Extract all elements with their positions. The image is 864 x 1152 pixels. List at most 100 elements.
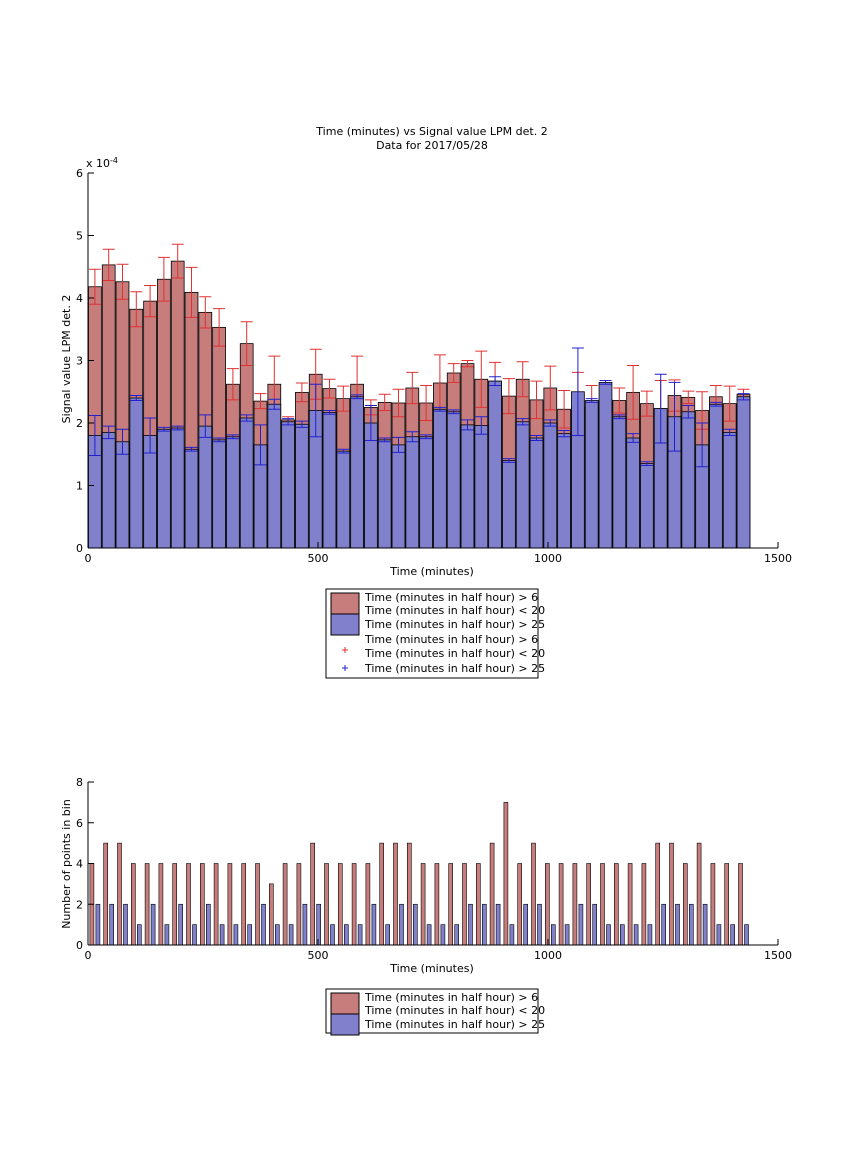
top-y-tick-label-2: 2	[76, 417, 83, 430]
bottom-axes: 0 500 1000 1500 0 2 4 6 8	[76, 776, 792, 962]
red-errorbar-34	[558, 390, 571, 429]
count-red-bar-13	[268, 883, 274, 946]
blue-errorbar-15	[295, 420, 308, 428]
bottom-y-tick-label-3: 6	[76, 817, 83, 830]
red-errorbar-46	[723, 385, 736, 422]
count-blue-bar-11	[247, 924, 252, 946]
count-blue-bar-1	[109, 903, 114, 946]
count-blue-bar-8	[206, 903, 211, 946]
top-axes: 0 500 1000 1500 0 1 2 3 4 5 6	[76, 167, 792, 565]
count-red-bar-19	[351, 863, 357, 946]
top-x-tick-label-2: 1000	[534, 552, 562, 565]
count-blue-bar-31	[523, 903, 529, 946]
blue-errorbar-9	[213, 437, 226, 443]
blue-bar-27	[460, 424, 475, 549]
red-errorbar-3	[130, 291, 143, 328]
count-red-bar-30	[503, 802, 509, 946]
blue-bar-3	[129, 397, 144, 549]
y-exponent-base: x 10	[86, 157, 110, 170]
bottom-x-tick-label-2: 1000	[534, 949, 562, 962]
top-x-tick-label-3: 1500	[764, 552, 792, 565]
count-chart: 0 500 1000 1500 0 2 4 6 8 Time (minutes) Number …	[60, 776, 792, 1036]
count-red-bar-32	[531, 842, 536, 946]
blue-bar-11	[239, 417, 254, 549]
top-x-axis-label: Time (minutes)	[389, 565, 474, 578]
blue-errorbar-35	[571, 347, 584, 436]
count-red-bar-42	[669, 842, 674, 946]
blue-bar-18	[336, 450, 351, 549]
count-red-bar-4	[144, 863, 150, 946]
red-errorbar-9	[213, 308, 226, 347]
bottom-legend-item-3: Time (minutes in half hour) > 25	[364, 1018, 545, 1031]
blue-bar-6	[170, 427, 185, 549]
blue-bar-32	[529, 437, 544, 549]
count-blue-bar-37	[606, 924, 611, 946]
count-red-bar-37	[600, 863, 605, 946]
count-red-bar-15	[296, 863, 302, 946]
count-red-bar-14	[282, 863, 288, 946]
blue-bar-47	[736, 396, 751, 549]
top-legend-item-4: Time (minutes in half hour) > 6	[364, 633, 538, 646]
red-errorbar-1	[102, 248, 115, 281]
blue-errorbar-41	[654, 373, 667, 444]
count-blue-bar-10	[233, 924, 239, 946]
top-y-tick-label-5: 5	[76, 230, 83, 243]
count-red-bar-39	[627, 863, 633, 946]
red-errorbar-30	[502, 378, 515, 415]
count-blue-bar-14	[288, 924, 294, 946]
count-red-bar-6	[172, 863, 177, 946]
blue-bar-14	[281, 421, 295, 549]
blue-bar-8	[198, 425, 213, 549]
count-red-bar-3	[131, 863, 136, 946]
blue-errorbar-30	[502, 458, 515, 463]
y-exponent-label: x 10-4	[86, 156, 118, 170]
y-exponent-power: -4	[110, 156, 118, 165]
blue-bar-15	[295, 423, 309, 549]
blue-bar-21	[377, 439, 392, 549]
count-red-bar-2	[117, 842, 122, 946]
count-blue-bar-43	[688, 903, 694, 946]
count-blue-bar-23	[412, 903, 418, 946]
count-blue-bar-0	[95, 903, 101, 946]
red-errorbar-38	[613, 387, 626, 414]
red-errorbar-32	[530, 380, 543, 420]
legend-swatch-red	[330, 592, 360, 615]
count-red-bar-25	[434, 863, 440, 946]
count-blue-bar-13	[274, 924, 280, 946]
count-blue-bar-45	[716, 924, 722, 946]
blue-errorbar-32	[530, 435, 543, 441]
legend-plus-blue	[342, 665, 348, 671]
count-blue-bar-44	[702, 903, 708, 946]
blue-errorbar-24	[420, 434, 433, 440]
bottom-y-tick-label-4: 8	[76, 776, 83, 789]
blue-bar-40	[640, 463, 654, 549]
red-errorbar-15	[295, 382, 308, 403]
count-blue-bar-40	[647, 924, 653, 946]
blue-errorbar-34	[558, 430, 571, 438]
count-blue-bar-18	[343, 924, 349, 946]
count-blue-bar-26	[454, 924, 460, 946]
bottom-legend-swatch-blue	[330, 1013, 360, 1036]
count-red-bar-16	[310, 842, 316, 946]
count-red-bar-22	[393, 842, 398, 946]
count-red-bar-38	[613, 863, 619, 946]
count-blue-bar-30	[509, 924, 515, 946]
red-errorbar-22	[392, 388, 405, 418]
blue-bar-26	[446, 411, 461, 549]
red-errorbar-40	[640, 390, 653, 417]
count-blue-bar-47	[744, 924, 749, 946]
red-errorbar-21	[378, 393, 391, 411]
bottom-legend: Time (minutes in half hour) > 6 Time (mi…	[325, 988, 545, 1036]
blue-errorbar-2	[116, 428, 129, 455]
chart-title: Time (minutes) vs Signal value LPM det. …	[315, 125, 547, 138]
blue-bar-22	[391, 444, 406, 549]
count-red-bar-34	[558, 863, 564, 946]
count-red-bar-46	[724, 863, 730, 946]
bottom-bars	[89, 802, 749, 946]
red-errorbar-26	[447, 363, 460, 383]
top-y-tick-label-1: 1	[76, 480, 83, 493]
red-errorbar-8	[199, 296, 212, 329]
count-blue-bar-3	[137, 924, 142, 946]
blue-bar-17	[322, 411, 337, 549]
blue-errorbar-39	[627, 433, 640, 443]
